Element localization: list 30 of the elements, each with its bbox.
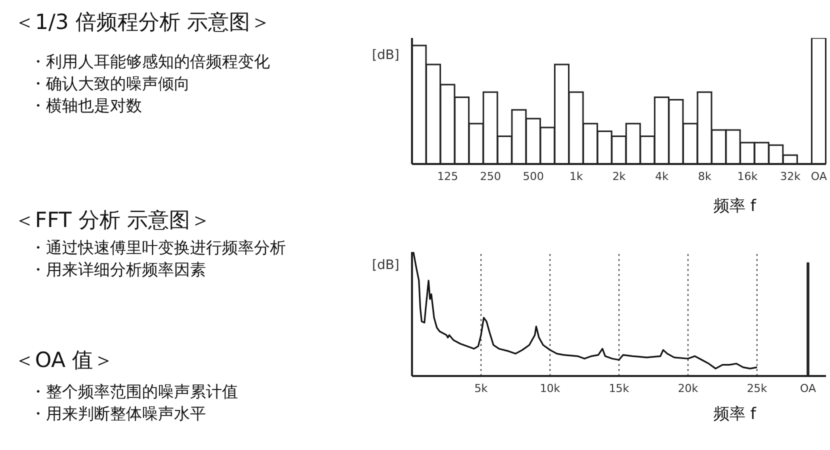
text: ・整个频率范围的噪声累计值 — [30, 382, 238, 403]
text: ＜1/3 倍频程分析 示意图＞ — [14, 9, 272, 36]
text: ・通过快速傅里叶变换进行频率分析 — [30, 238, 286, 259]
x-tick-label: 2k — [612, 170, 626, 183]
x-tick-label: 32k — [780, 170, 802, 183]
x-tick-label: OA — [800, 382, 817, 395]
x-tick-label: 250 — [480, 170, 502, 183]
text: ・用来判断整体噪声水平 — [30, 404, 206, 425]
x-tick-label: 20k — [678, 382, 699, 395]
x-axis-title: 频率 f — [713, 196, 756, 217]
text: ・确认大致的噪声倾向 — [30, 74, 190, 95]
x-tick-label: 5k — [474, 382, 488, 395]
text: ＜OA 值＞ — [14, 347, 114, 374]
x-tick-label: 1k — [569, 170, 584, 183]
x-tick-label: 500 — [522, 170, 544, 183]
text: ・横轴也是对数 — [30, 96, 142, 117]
x-tick-label: 16k — [737, 170, 758, 183]
x-axis-title: 频率 f — [713, 404, 756, 425]
x-tick-label: 4k — [655, 170, 670, 183]
x-tick-label: 15k — [608, 382, 630, 395]
x-tick-label: 8k — [698, 170, 712, 183]
x-tick-label: 25k — [746, 382, 768, 395]
text: ＜FFT 分析 示意图＞ — [14, 207, 211, 234]
x-tick-label: 10k — [540, 382, 561, 395]
text: ・用来详细分析频率因素 — [30, 260, 206, 281]
y-axis-title: [dB] — [372, 48, 400, 63]
x-tick-label: OA — [810, 170, 828, 183]
text: ・利用人耳能够感知的倍频程变化 — [30, 52, 270, 73]
y-axis-title: [dB] — [372, 258, 400, 273]
x-tick-label: 125 — [437, 170, 458, 183]
